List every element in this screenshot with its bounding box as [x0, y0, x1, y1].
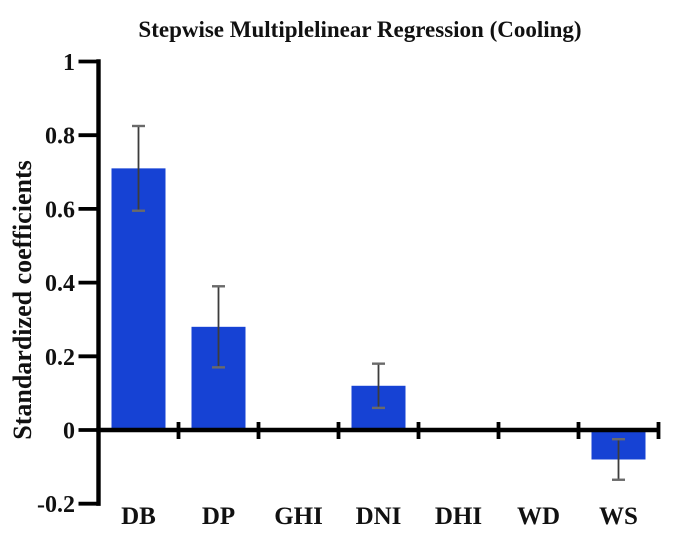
x-category-label-ws: WS — [599, 503, 638, 530]
chart-title: Stepwise Multiplelinear Regression (Cool… — [138, 17, 581, 42]
y-tick-label: 0.4 — [45, 271, 75, 297]
x-category-label-wd: WD — [517, 503, 560, 530]
y-tick-label: -0.2 — [37, 492, 75, 518]
y-axis-label: Standardized coefficients — [8, 160, 37, 439]
y-tick-label: 0.6 — [45, 197, 75, 223]
x-category-label-ghi: GHI — [274, 503, 323, 530]
x-category-label-db: DB — [121, 503, 156, 530]
x-category-label-dhi: DHI — [435, 503, 482, 530]
bar-db — [111, 168, 166, 431]
y-tick-label: 1 — [63, 50, 75, 76]
y-tick-label: 0.8 — [45, 124, 75, 150]
y-tick-label: 0.2 — [45, 345, 75, 371]
y-tick-label: 0 — [63, 419, 75, 445]
x-category-label-dp: DP — [202, 503, 235, 530]
x-category-label-dni: DNI — [356, 503, 402, 530]
chart-layer: 1 0.8 0.6 0.4 0.2 0 -0.2 DB DP GHI DNI DHI WD WS — [37, 50, 661, 530]
